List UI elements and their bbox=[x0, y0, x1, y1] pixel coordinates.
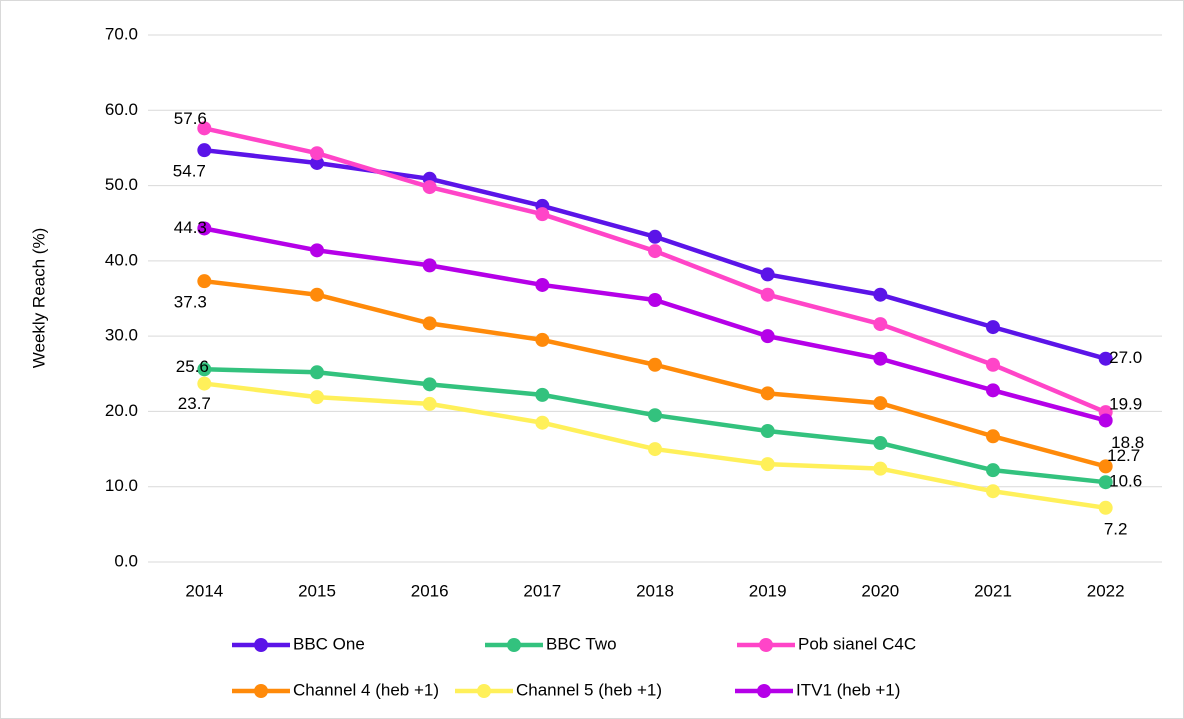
legend-label: Channel 5 (heb +1) bbox=[516, 680, 662, 699]
data-point bbox=[760, 329, 775, 344]
data-label: 18.8 bbox=[1111, 433, 1144, 452]
data-point bbox=[310, 365, 324, 380]
data-point bbox=[648, 244, 662, 259]
data-point bbox=[310, 390, 324, 405]
legend-marker bbox=[477, 684, 491, 698]
data-point bbox=[873, 287, 888, 302]
legend-label: Channel 4 (heb +1) bbox=[293, 680, 439, 699]
data-point bbox=[760, 287, 775, 302]
x-tick-label: 2020 bbox=[861, 581, 899, 600]
x-tick-label: 2014 bbox=[185, 581, 223, 600]
y-tick-label: 30.0 bbox=[105, 326, 138, 345]
data-point bbox=[197, 362, 212, 377]
data-point bbox=[873, 436, 888, 451]
y-tick-label: 0.0 bbox=[114, 551, 138, 570]
data-point bbox=[422, 316, 437, 331]
data-point bbox=[1098, 413, 1113, 428]
data-point bbox=[648, 442, 662, 457]
data-point bbox=[1098, 459, 1113, 474]
x-tick-label: 2019 bbox=[749, 581, 787, 600]
data-point bbox=[535, 387, 550, 402]
x-tick-label: 2022 bbox=[1087, 581, 1125, 600]
data-point bbox=[422, 258, 437, 273]
data-point bbox=[986, 463, 1000, 478]
data-point bbox=[760, 386, 775, 401]
data-label: 10.6 bbox=[1109, 472, 1142, 491]
data-point bbox=[1098, 500, 1113, 515]
y-tick-label: 40.0 bbox=[105, 250, 138, 269]
legend-label: Pob sianel C4C bbox=[798, 634, 916, 653]
data-point bbox=[1098, 475, 1113, 490]
data-point bbox=[535, 207, 550, 222]
data-point bbox=[760, 267, 775, 282]
x-tick-label: 2015 bbox=[298, 581, 336, 600]
data-label: 57.6 bbox=[174, 109, 207, 128]
data-point bbox=[986, 357, 1000, 372]
data-point bbox=[535, 415, 550, 430]
legend-marker bbox=[254, 638, 268, 652]
data-point bbox=[197, 376, 212, 391]
data-point bbox=[422, 377, 437, 392]
legend-marker bbox=[254, 684, 268, 698]
y-tick-label: 70.0 bbox=[105, 24, 138, 43]
data-point bbox=[197, 274, 212, 289]
data-label: 44.3 bbox=[174, 218, 207, 237]
data-point bbox=[535, 332, 550, 347]
data-point bbox=[648, 357, 662, 372]
y-tick-label: 50.0 bbox=[105, 175, 138, 194]
data-point bbox=[760, 424, 775, 439]
data-point bbox=[197, 143, 212, 158]
data-point bbox=[648, 293, 662, 308]
data-point bbox=[873, 351, 888, 366]
data-point bbox=[873, 461, 888, 476]
data-point bbox=[310, 146, 324, 161]
legend-label: ITV1 (heb +1) bbox=[796, 680, 900, 699]
y-tick-label: 10.0 bbox=[105, 476, 138, 495]
data-label: 23.7 bbox=[178, 394, 211, 413]
data-point bbox=[310, 287, 324, 302]
y-axis-title: Weekly Reach (%) bbox=[29, 228, 48, 368]
legend-label: BBC Two bbox=[546, 634, 617, 653]
data-label: 12.7 bbox=[1107, 446, 1140, 465]
data-label: 19.9 bbox=[1109, 395, 1142, 414]
data-label: 27.0 bbox=[1109, 348, 1142, 367]
legend-label: BBC One bbox=[293, 634, 365, 653]
x-tick-label: 2021 bbox=[974, 581, 1012, 600]
data-point bbox=[986, 429, 1000, 444]
data-point bbox=[986, 320, 1000, 335]
data-label: 54.7 bbox=[173, 162, 206, 181]
x-tick-label: 2017 bbox=[523, 581, 561, 600]
legend-marker bbox=[759, 638, 773, 652]
data-label: 7.2 bbox=[1104, 519, 1128, 538]
data-point bbox=[873, 317, 888, 332]
data-point bbox=[873, 396, 888, 411]
legend-marker bbox=[757, 684, 771, 698]
data-point bbox=[648, 229, 662, 244]
data-label: 25.6 bbox=[176, 357, 209, 376]
legend-marker bbox=[507, 638, 521, 652]
data-point bbox=[535, 277, 550, 292]
data-point bbox=[422, 180, 437, 195]
data-point bbox=[310, 243, 324, 258]
data-point bbox=[1098, 351, 1113, 366]
data-point bbox=[197, 221, 212, 236]
data-label: 37.3 bbox=[174, 293, 207, 312]
data-point bbox=[310, 155, 324, 170]
data-point bbox=[197, 121, 212, 136]
x-tick-label: 2016 bbox=[411, 581, 449, 600]
y-tick-label: 20.0 bbox=[105, 401, 138, 420]
data-point bbox=[422, 396, 437, 411]
data-point bbox=[986, 484, 1000, 499]
data-point bbox=[648, 408, 662, 423]
data-point bbox=[986, 383, 1000, 398]
y-tick-label: 60.0 bbox=[105, 100, 138, 119]
data-point bbox=[760, 457, 775, 472]
x-tick-label: 2018 bbox=[636, 581, 674, 600]
